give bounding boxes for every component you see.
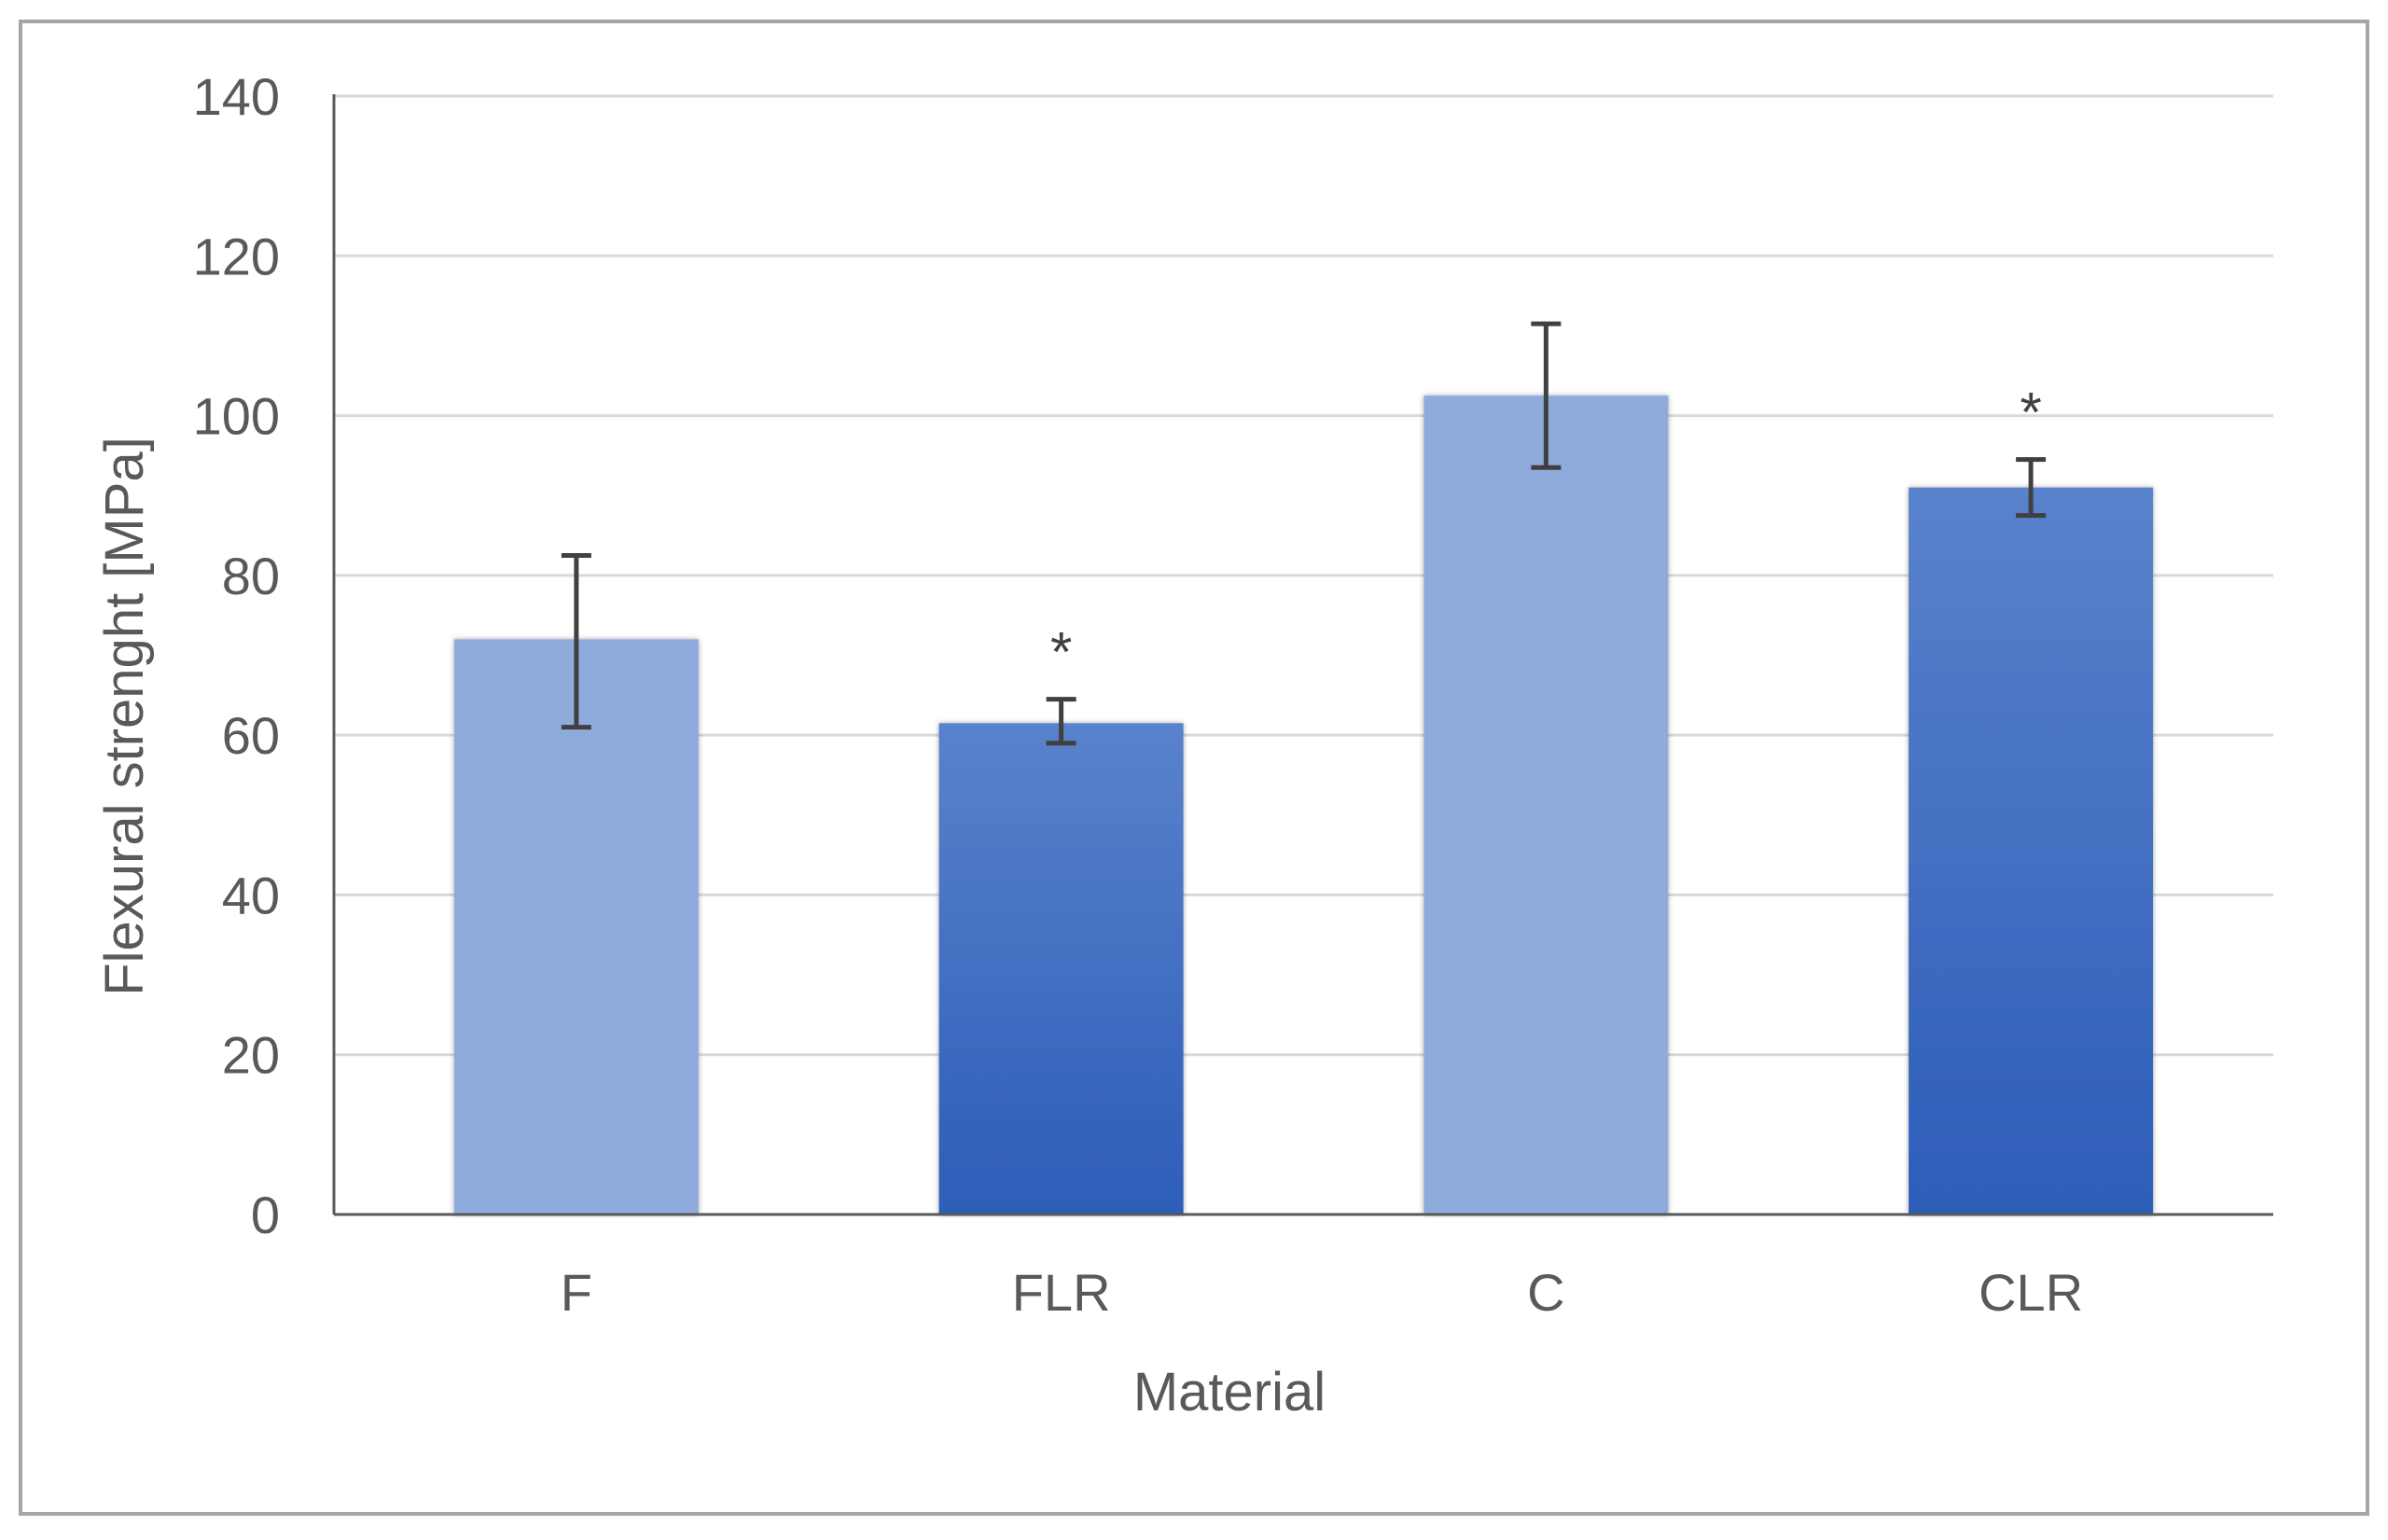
y-tick-label-100: 100	[193, 387, 280, 446]
chart-frame-border	[19, 20, 2369, 1516]
bar-clr	[1909, 487, 2154, 1214]
x-tick-label-flr: FLR	[1012, 1263, 1111, 1322]
labels: 0 20 40 60 80 100 120 140 F * FLR C * CLR	[193, 67, 2084, 1322]
axes	[332, 94, 2273, 1216]
x-tick-label-c: C	[1527, 1263, 1564, 1322]
bar-f	[453, 639, 699, 1214]
y-tick-label-140: 140	[193, 67, 280, 126]
bar-c	[1423, 395, 1669, 1214]
y-tick-label-0: 0	[251, 1186, 280, 1244]
x-tick-label-clr: CLR	[1978, 1263, 2083, 1322]
x-axis-title: Material	[1133, 1362, 1326, 1422]
x-tick-label-f: F	[561, 1263, 592, 1322]
bars	[453, 395, 2154, 1214]
error-bars	[561, 321, 2047, 746]
y-axis-title: Flexural strenght [MPa]	[94, 437, 155, 996]
y-tick-label-40: 40	[222, 866, 280, 924]
significance-marker-clr: *	[2020, 382, 2041, 444]
significance-marker-flr: *	[1050, 621, 1072, 684]
y-tick-label-60: 60	[222, 706, 280, 765]
y-tick-label-120: 120	[193, 227, 280, 285]
bar-flr	[938, 723, 1184, 1214]
y-tick-label-80: 80	[222, 547, 280, 605]
y-tick-label-20: 20	[222, 1026, 280, 1085]
